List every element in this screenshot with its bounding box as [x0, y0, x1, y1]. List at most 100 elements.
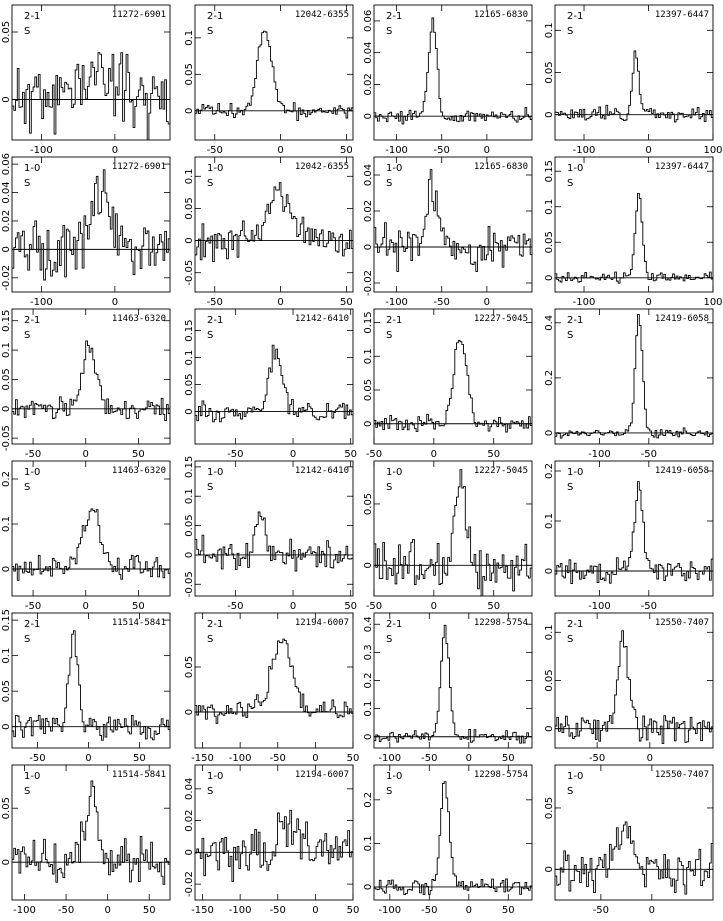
flag-label: S [386, 26, 392, 37]
y-tick-label: 0 [1, 96, 12, 102]
x-tick-label: -100 [30, 297, 53, 308]
spectrum-series [374, 169, 532, 272]
y-tick-label: 0.05 [363, 493, 374, 515]
spectrum-series [12, 508, 170, 581]
x-tick-label: -100 [385, 145, 408, 156]
x-tick-label: 0 [104, 905, 110, 916]
source-label: 11514-5841 [112, 770, 166, 780]
x-tick-label: 0 [277, 297, 283, 308]
y-tick-label: 0.1 [363, 701, 374, 717]
y-tick-label: 0 [544, 866, 555, 872]
plot-frame [373, 460, 533, 597]
flag-label: S [567, 482, 573, 493]
y-tick-label: 0 [1, 246, 12, 252]
x-tick-label: 100 [703, 145, 722, 156]
x-tick-label: 0 [290, 449, 296, 460]
spectrum-panel: -50 0 50 0 0.05 0.1 0.15 2-1 S 12142-6410 [184, 308, 357, 460]
y-tick-label: 0 [363, 113, 374, 119]
transition-label: 1-0 [24, 163, 40, 174]
plot-frame [11, 4, 171, 141]
y-tick-label: 0.04 [1, 181, 12, 203]
source-label: 12419-6058 [655, 466, 709, 476]
x-tick-label: -50 [641, 449, 657, 460]
x-tick-label: -100 [30, 145, 53, 156]
y-tick-label: 0.1 [1, 342, 12, 358]
spectrum-panel: -50 0 0 0.05 1-0 S 12550-7407 [544, 764, 714, 916]
source-label: 11272-6901 [112, 162, 166, 172]
x-tick-label: 0 [112, 145, 118, 156]
spectrum-series [555, 481, 713, 585]
y-tick-label: 0 [1, 566, 12, 572]
y-tick-label: 0.05 [544, 797, 555, 819]
transition-label: 1-0 [567, 771, 583, 782]
y-tick-label: 0.05 [544, 61, 555, 83]
transition-label: 2-1 [24, 619, 40, 630]
x-tick-label: 0 [312, 753, 318, 764]
spectrum-panel: -100 0 100 0 0.05 0.1 2-1 S 12397-6447 [544, 4, 723, 156]
flag-label: S [207, 178, 213, 189]
x-tick-label: -50 [421, 905, 437, 916]
y-tick-label: 0.1 [363, 348, 374, 364]
y-tick-label: 0.05 [184, 197, 195, 219]
plot-frame [11, 764, 171, 901]
spectrum-panel: -50 0 50 0 0.05 0.1 0.15 2-1 S 12227-5045 [363, 308, 533, 460]
x-tick-label: 50 [502, 905, 515, 916]
flag-label: S [386, 634, 392, 645]
spectrum-panel: -100 -50 0 50 0 0.1 0.2 0.3 0.4 2-1 S 12298-5754 [363, 612, 533, 764]
spectrum-panel: -150 -100 -50 0 50 -0.02 0 0.02 0.04 1-0 S 12194-60… [184, 764, 359, 916]
y-tick-label: 0 [544, 430, 555, 436]
source-label: 12298-5754 [474, 770, 528, 780]
spectrum-series [12, 780, 170, 885]
y-tick-label: 0.1 [544, 22, 555, 38]
spectrum-panel: -50 0 50 0 0.05 0.1 2-1 S 12042-6355 [184, 4, 354, 156]
y-tick-label: 0.2 [544, 463, 555, 479]
x-tick-label: -50 [25, 601, 41, 612]
source-label: 11272-6901 [112, 10, 166, 20]
y-tick-label: 0.06 [363, 10, 374, 32]
y-tick-label: 0.15 [184, 456, 195, 478]
y-tick-label: 0.06 [1, 153, 12, 175]
transition-label: 1-0 [207, 467, 223, 478]
x-tick-label: 50 [344, 601, 357, 612]
spectrum-panel: -50 0 50 0 0.05 0.1 0.15 2-1 S 11514-5841 [1, 609, 171, 764]
x-tick-label: -100 [13, 905, 36, 916]
plot-frame [11, 460, 171, 597]
y-tick-label: 0.02 [363, 200, 374, 222]
flag-label: S [567, 786, 573, 797]
flag-label: S [207, 634, 213, 645]
spectrum-panel: -100 0 100 0 0.05 0.1 0.15 1-0 S 12397-6447 [544, 156, 723, 308]
transition-label: 2-1 [207, 11, 223, 22]
x-tick-label: 0 [85, 753, 91, 764]
spectrum-series [12, 630, 170, 741]
x-tick-label: -50 [589, 753, 605, 764]
transition-label: 2-1 [386, 619, 402, 630]
flag-label: S [24, 634, 30, 645]
y-tick-label: 0.1 [184, 350, 195, 366]
y-tick-label: 0 [544, 275, 555, 281]
x-tick-label: -100 [229, 905, 252, 916]
x-tick-label: 0 [431, 601, 437, 612]
y-tick-label: 0 [363, 421, 374, 427]
source-label: 12142-6410 [295, 314, 349, 324]
x-tick-label: -100 [573, 297, 596, 308]
y-tick-label: 0.1 [363, 835, 374, 851]
spectrum-series [12, 169, 170, 281]
plot-frame [373, 764, 533, 901]
spectrum-series [555, 50, 713, 123]
x-tick-label: -50 [434, 297, 450, 308]
y-tick-label: 0.05 [184, 63, 195, 85]
y-tick-label: 0.05 [184, 656, 195, 678]
source-label: 12042-6355 [295, 10, 349, 20]
x-tick-label: 50 [344, 449, 357, 460]
flag-label: S [24, 178, 30, 189]
transition-label: 2-1 [24, 11, 40, 22]
y-tick-label: 0.05 [1, 680, 12, 702]
transition-label: 1-0 [207, 771, 223, 782]
y-tick-label: 0.05 [363, 379, 374, 401]
plot-frame [373, 4, 533, 141]
y-tick-label: 0 [184, 849, 195, 855]
source-label: 12397-6447 [655, 162, 709, 172]
y-tick-label: 0 [1, 859, 12, 865]
x-tick-label: 0 [112, 297, 118, 308]
